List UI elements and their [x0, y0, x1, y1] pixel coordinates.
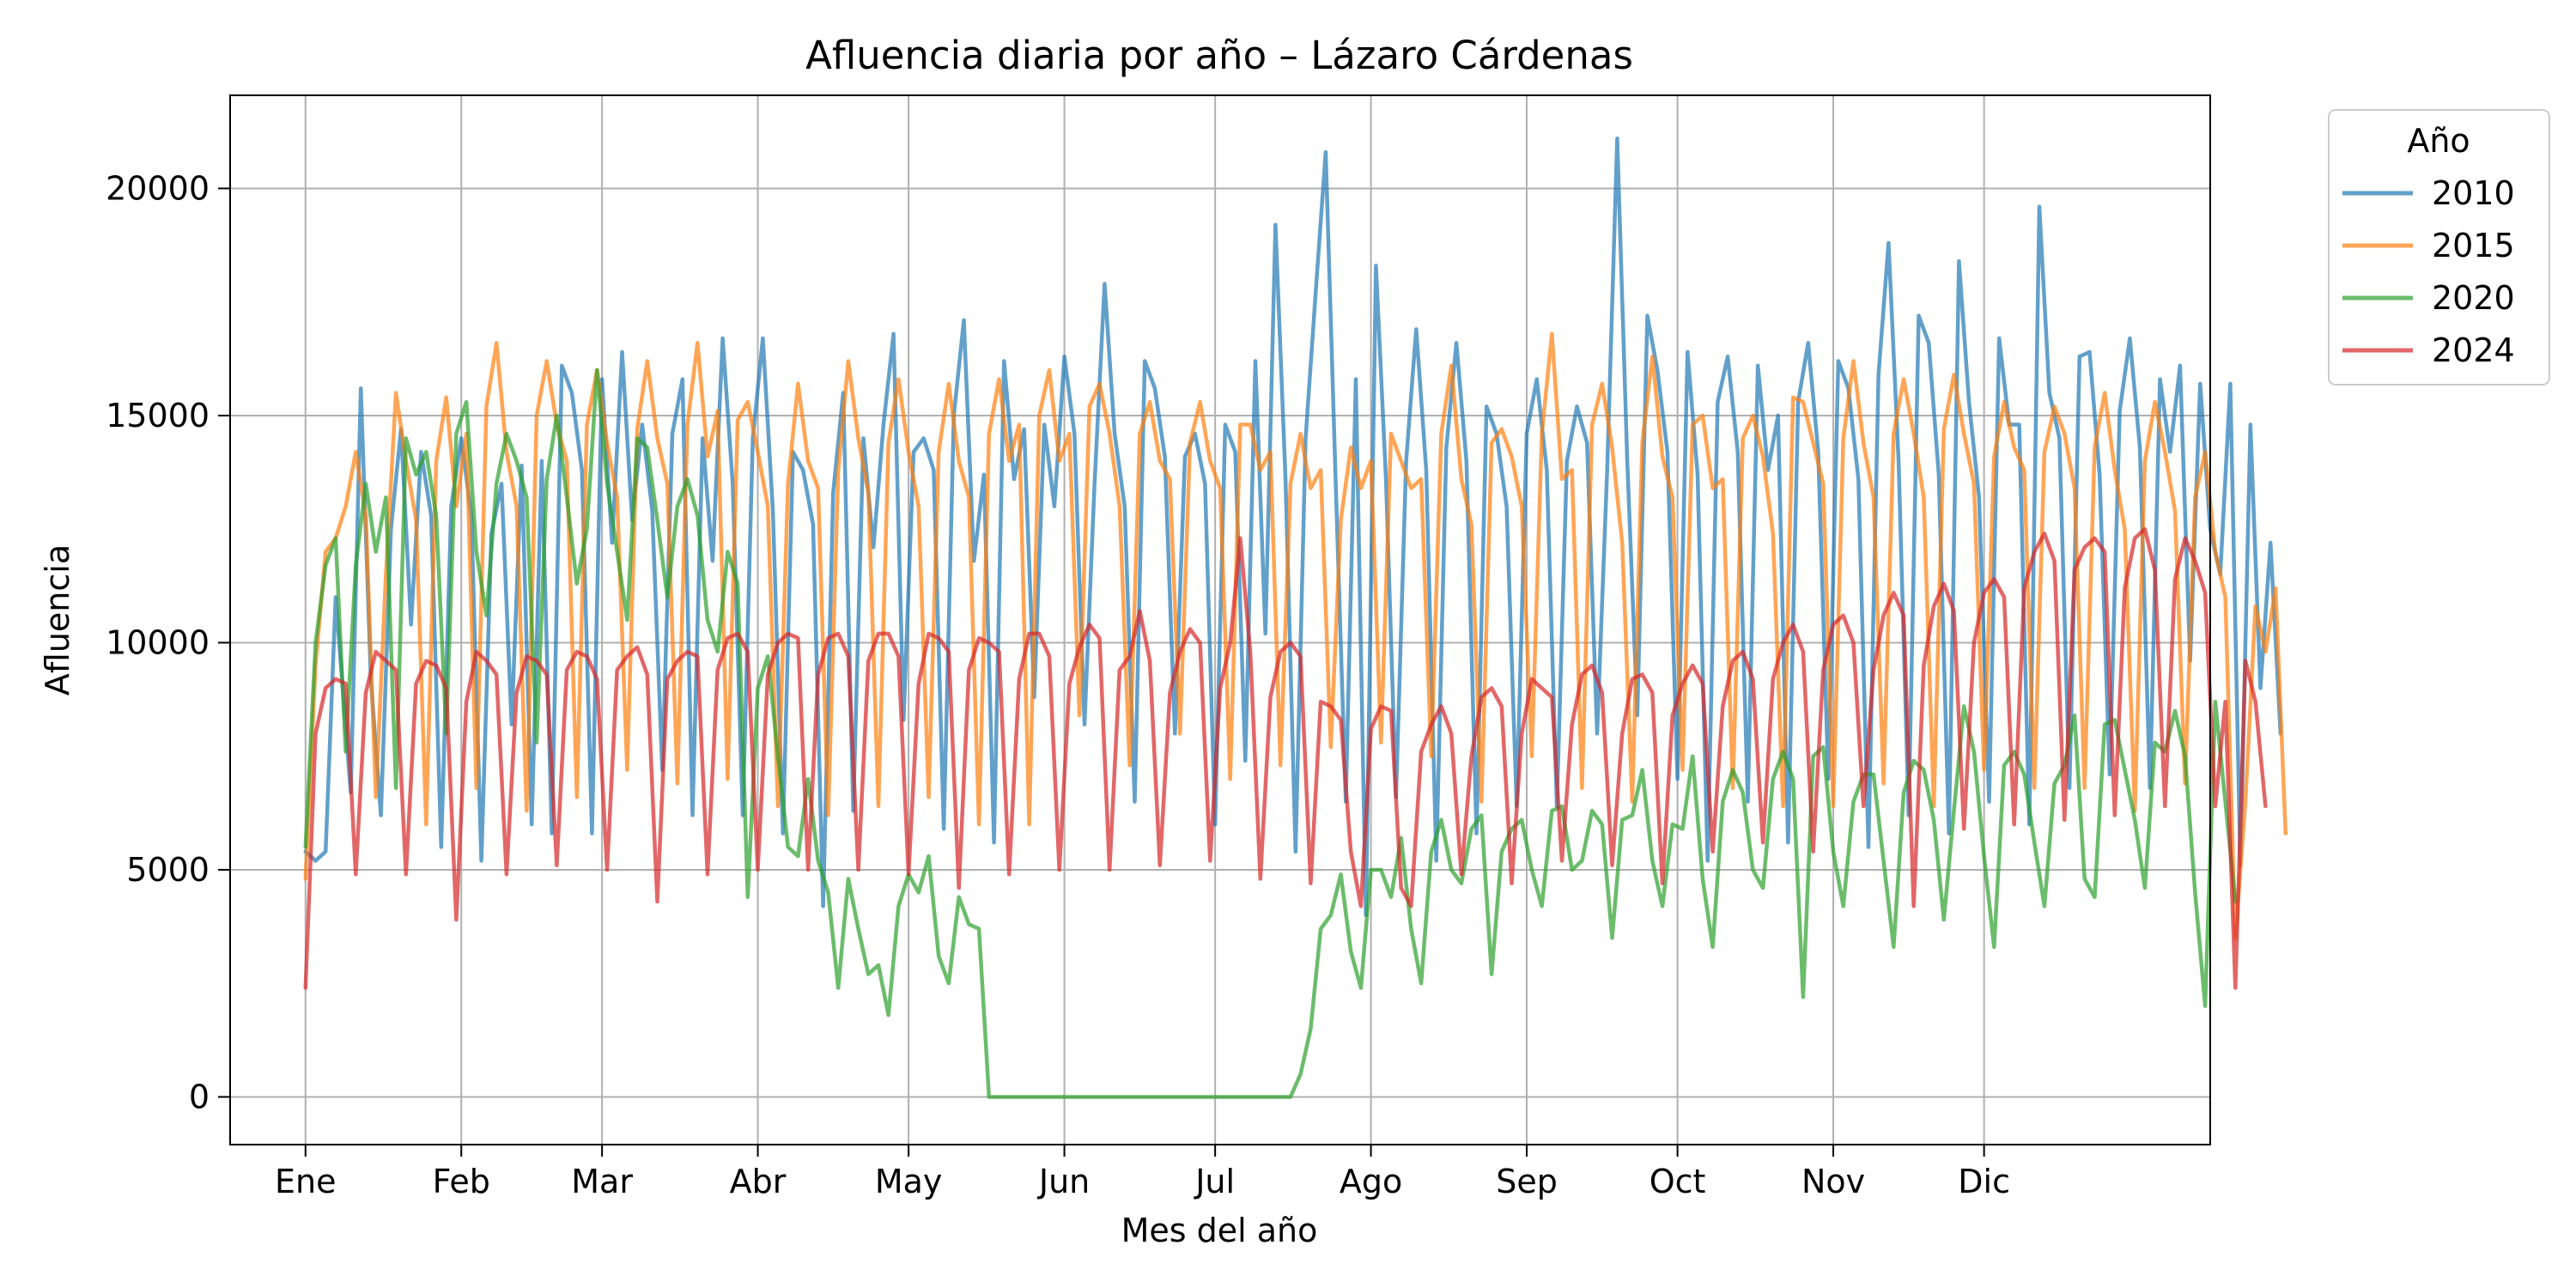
x-tick-label: Ago	[1340, 1163, 1402, 1200]
y-tick-label: 5000	[126, 851, 210, 889]
x-tick-label: Dic	[1958, 1163, 2010, 1200]
x-axis-label: Mes del año	[1121, 1212, 1318, 1249]
legend-items: 2010 2015 2020 2024	[2342, 174, 2515, 369]
legend-box	[2328, 109, 2550, 386]
legend-label-2020: 2020	[2432, 279, 2515, 317]
y-tick-label: 15000	[106, 397, 210, 434]
x-tick-label: Feb	[433, 1163, 490, 1200]
series-line-2024	[303, 526, 2268, 990]
x-tick-label: Abr	[730, 1163, 787, 1200]
x-tick-label: Mar	[571, 1163, 633, 1200]
x-tick-label: Sep	[1496, 1163, 1558, 1200]
y-axis-label: Afluencia	[39, 544, 76, 696]
x-tick-label: Oct	[1649, 1163, 1706, 1200]
legend-label-2024: 2024	[2432, 331, 2515, 369]
series-line-2020	[303, 368, 2238, 1099]
legend: Año 2010 2015 2020 2024	[2328, 109, 2550, 386]
x-tick-label: Jun	[1037, 1163, 1090, 1200]
legend-label-2010: 2010	[2432, 174, 2515, 212]
x-tick-label: Jul	[1194, 1163, 1235, 1200]
y-tick-label: 10000	[106, 623, 210, 661]
y-axis-ticks: 0 5000 10000 15000 20000	[106, 169, 230, 1115]
x-axis-ticks: Ene Feb Mar Abr May Jun Jul Ago Sep Oct Nov Dic	[275, 1145, 2010, 1200]
legend-label-2015: 2015	[2432, 227, 2515, 264]
x-tick-label: Ene	[275, 1163, 336, 1200]
x-tick-label: May	[875, 1163, 943, 1200]
y-tick-label: 20000	[106, 169, 210, 207]
legend-title: Año	[2407, 122, 2470, 160]
plot-area-frame	[229, 94, 2211, 1145]
x-tick-label: Nov	[1801, 1163, 1865, 1200]
series-line-2010	[303, 137, 2283, 918]
y-tick-label: 0	[189, 1078, 210, 1115]
series-lines	[303, 137, 2288, 1099]
chart-title: Afluencia diaria por año – Lázaro Cárden…	[805, 33, 1633, 78]
